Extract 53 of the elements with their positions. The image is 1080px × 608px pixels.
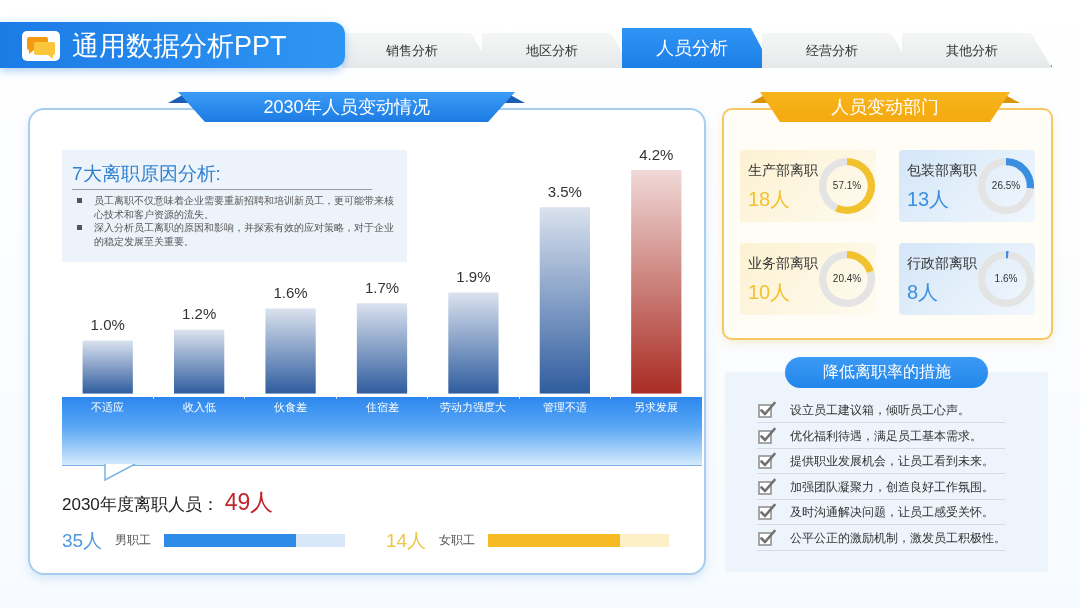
text: 提供职业发展机会，让员工看到未来。 <box>790 453 994 470</box>
text: 人员变动部门 <box>831 96 939 119</box>
text: 加强团队凝聚力，创造良好工作氛围。 <box>790 478 994 495</box>
data-label: 1.2% <box>182 305 217 323</box>
data-label: 57.1% <box>832 179 862 191</box>
text: 18人 <box>748 187 791 212</box>
data-label: 1.6% <box>994 272 1018 284</box>
annotation: 员工离职不仅意味着企业需要重新招聘和培训新员工，更可能带来核心技术和客户资源的流失。 <box>93 194 394 221</box>
x-tick-label: 劳动力强度大 <box>440 401 507 414</box>
data-label: 4.2% <box>639 145 674 163</box>
data-label: 1.0% <box>90 316 125 334</box>
annotation: 深入分析员工离职的原因和影响，并探索有效的应对策略，对于企业的稳定发展至关重要。 <box>93 221 394 248</box>
annotation: 7大离职原因分析: <box>72 162 222 186</box>
text: 降低离职率的措施 <box>822 362 951 382</box>
text: 公平公正的激励机制，激发员工积极性。 <box>790 530 1006 546</box>
text: 女职工 <box>439 532 475 549</box>
bar <box>448 292 499 394</box>
chart-title: 行政部离职 <box>907 255 977 273</box>
text: 35人 <box>62 529 103 553</box>
bar <box>356 303 408 394</box>
chart-title: 生产部离职 <box>748 162 818 180</box>
bar <box>539 207 590 394</box>
text: 10人 <box>748 280 791 305</box>
data-label: 20.4% <box>832 272 862 284</box>
data-label: 26.5% <box>991 179 1021 191</box>
bar <box>265 308 316 394</box>
text: 8人 <box>907 280 939 305</box>
x-tick-label: 管理不适 <box>542 401 587 414</box>
x-tick-label: 不适应 <box>91 401 125 414</box>
chart-title: 2030年人员变动情况 <box>263 96 430 119</box>
bar <box>82 340 133 394</box>
text: 及时沟通解决问题，让员工感受关怀。 <box>790 504 994 521</box>
x-tick-label: 住宿差 <box>365 401 399 414</box>
data-label: 3.5% <box>547 182 582 200</box>
text: 13人 <box>907 187 950 212</box>
data-label: 1.9% <box>456 268 491 286</box>
x-tick-label: 伙食差 <box>274 401 308 414</box>
bar <box>631 169 682 394</box>
x-tick-label: 收入低 <box>182 401 216 414</box>
text: 设立员工建议箱，倾听员工心声。 <box>790 402 970 418</box>
chart-title: 业务部离职 <box>748 255 818 273</box>
data-label: 1.7% <box>364 278 400 296</box>
tab: 其他分析 <box>902 33 1052 68</box>
text: 14人 <box>386 529 427 553</box>
text: 通用数据分析PPT <box>72 30 287 63</box>
text: 男职工 <box>115 532 151 549</box>
x-tick-label: 另求发展 <box>634 401 679 414</box>
chart-title: 包装部离职 <box>907 162 977 180</box>
text: 优化福利待遇，满足员工基本需求。 <box>790 427 982 444</box>
text: 49人 <box>224 488 274 517</box>
bar <box>174 329 225 394</box>
data-label: 1.6% <box>273 284 308 302</box>
text: 2030年度离职人员： <box>62 494 219 516</box>
